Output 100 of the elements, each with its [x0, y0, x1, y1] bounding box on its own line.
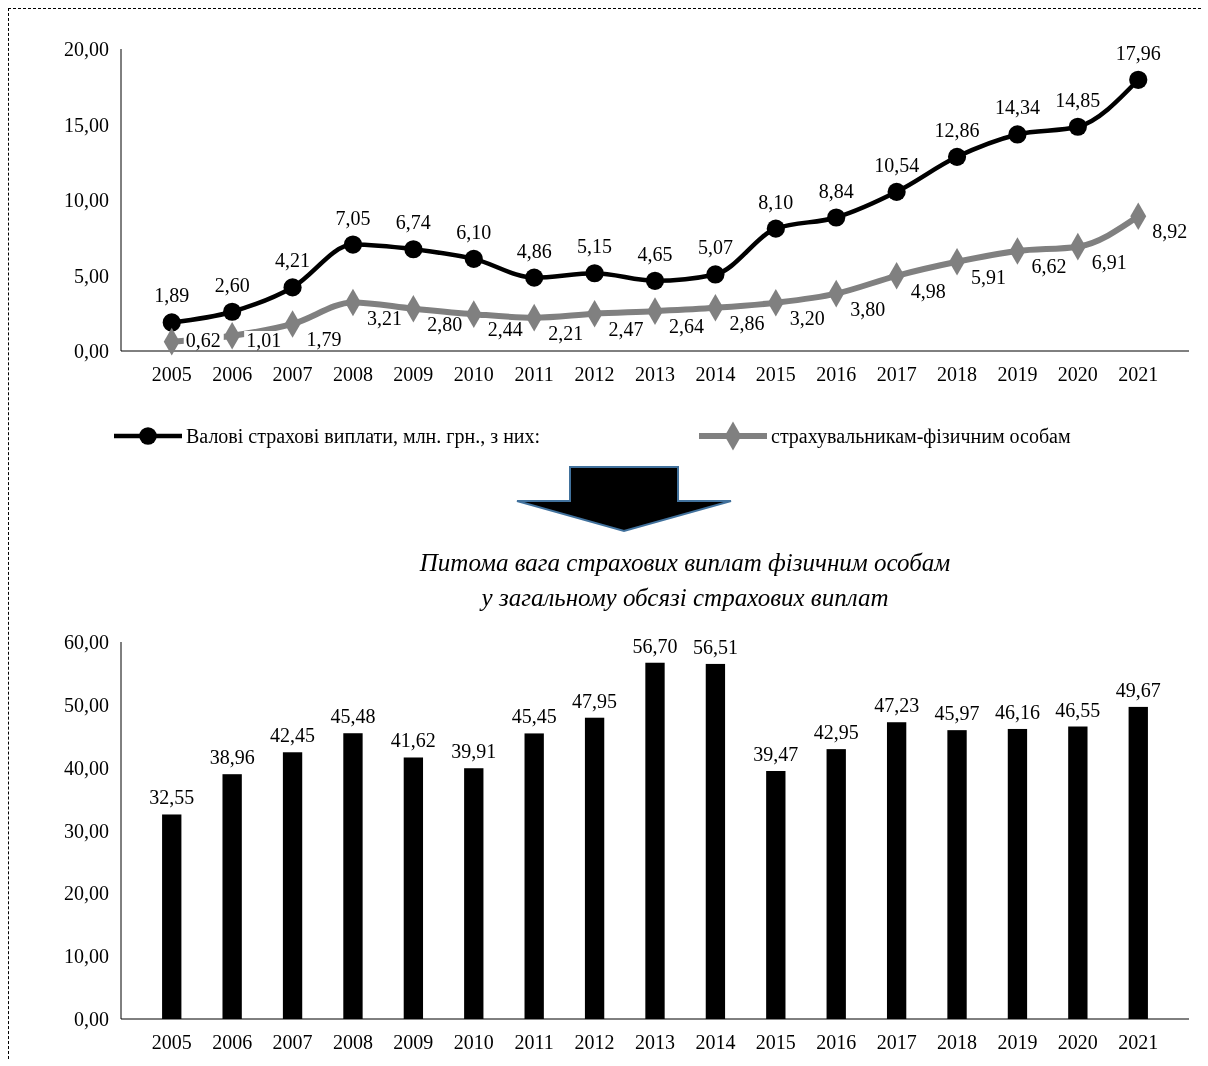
data-label: 41,62: [390, 729, 436, 752]
data-label: 8,10: [758, 190, 794, 213]
y-tick-label: 0,00: [74, 1008, 109, 1030]
data-label: 56,70: [632, 634, 678, 657]
x-tick-label: 2012: [574, 363, 615, 385]
data-label: 47,95: [572, 689, 618, 712]
x-tick-label: 2018: [937, 363, 978, 385]
data-label: 45,45: [511, 705, 557, 728]
x-tick-label: 2006: [212, 363, 253, 385]
point: [525, 268, 544, 287]
data-label: 2,47: [608, 317, 644, 340]
x-tick-label: 2015: [755, 363, 796, 385]
x-tick-label: 2018: [937, 1031, 978, 1053]
x-tick-label: 2016: [816, 363, 857, 385]
data-label: 2,86: [729, 311, 765, 334]
point: [827, 208, 846, 227]
data-label: 17,96: [1115, 41, 1161, 64]
point: [404, 240, 423, 259]
point: [223, 302, 242, 321]
legend-label: страхувальникам-фізичним особам: [771, 425, 1071, 448]
x-tick-label: 2012: [574, 1031, 615, 1053]
x-tick-label: 2005: [151, 1031, 192, 1053]
data-label: 2,80: [427, 312, 463, 335]
data-label: 7,05: [335, 206, 371, 229]
data-label: 0,62: [185, 329, 221, 351]
y-tick-label: 5,00: [74, 264, 109, 287]
y-tick-label: 30,00: [64, 819, 109, 842]
y-tick-label: 50,00: [64, 693, 109, 716]
data-label: 4,98: [910, 279, 946, 302]
x-tick-label: 2020: [1057, 1031, 1098, 1053]
data-label: 1,89: [154, 284, 190, 307]
data-label: 46,55: [1055, 698, 1101, 721]
data-label: 49,67: [1115, 678, 1161, 701]
point: [162, 313, 181, 332]
data-label: 6,91: [1091, 250, 1127, 273]
data-label: 39,91: [451, 740, 497, 763]
data-label: 5,91: [971, 265, 1007, 288]
x-tick-label: 2005: [151, 363, 192, 385]
data-label: 39,47: [753, 743, 799, 765]
point: [283, 278, 302, 297]
data-label: 3,20: [789, 306, 825, 329]
data-label: 56,51: [692, 635, 738, 658]
x-tick-label: 2009: [393, 363, 434, 385]
point: [706, 265, 725, 284]
data-label: 2,60: [214, 273, 250, 296]
x-tick-label: 2014: [695, 1031, 736, 1053]
data-label: 8,84: [818, 179, 854, 202]
data-label: 4,65: [637, 242, 673, 265]
x-tick-label: 2017: [876, 363, 917, 385]
y-tick-label: 0,00: [74, 340, 109, 362]
x-tick-label: 2013: [635, 1031, 675, 1053]
data-label: 10,54: [874, 153, 920, 176]
x-tick-label: 2007: [272, 363, 313, 385]
data-label: 45,48: [330, 705, 376, 728]
point: [464, 249, 483, 268]
data-label: 6,74: [395, 211, 431, 234]
data-label: 42,95: [813, 721, 859, 744]
data-label: 4,21: [275, 249, 311, 272]
x-tick-label: 2017: [876, 1031, 917, 1053]
x-tick-label: 2013: [635, 363, 675, 385]
data-label: 14,85: [1055, 88, 1101, 111]
point: [585, 264, 604, 283]
x-tick-label: 2021: [1118, 363, 1159, 385]
data-label: 45,97: [934, 702, 980, 725]
y-tick-label: 20,00: [64, 38, 109, 60]
x-tick-label: 2021: [1118, 1031, 1159, 1053]
x-tick-label: 2016: [816, 1031, 857, 1053]
data-label: 6,62: [1031, 255, 1067, 278]
data-label: 1,79: [306, 327, 342, 350]
data-label: 6,10: [456, 220, 492, 243]
x-tick-label: 2015: [755, 1031, 796, 1053]
x-tick-label: 2019: [997, 1031, 1038, 1053]
point: [645, 271, 665, 290]
x-tick-label: 2014: [695, 363, 736, 385]
x-tick-label: 2011: [514, 1031, 554, 1053]
point: [1008, 125, 1027, 144]
data-label: 3,80: [850, 297, 886, 320]
data-label: 4,86: [516, 239, 552, 262]
x-tick-label: 2019: [997, 363, 1038, 385]
point: [343, 235, 363, 254]
x-tick-label: 2010: [453, 363, 494, 385]
y-tick-label: 40,00: [64, 756, 109, 779]
point: [1129, 70, 1148, 89]
data-label: 1,01: [246, 329, 282, 351]
y-tick-label: 60,00: [64, 631, 109, 653]
x-tick-label: 2010: [453, 1031, 494, 1053]
point: [766, 219, 785, 238]
data-label: 38,96: [209, 746, 255, 769]
legend-label: Валові страхові виплати, млн. грн., з них:: [186, 425, 541, 448]
data-label: 2,64: [669, 315, 704, 338]
data-label: 2,44: [487, 318, 523, 341]
x-tick-label: 2008: [332, 363, 373, 385]
y-tick-label: 10,00: [64, 189, 109, 211]
data-label: 2,21: [548, 321, 584, 344]
y-tick-label: 15,00: [64, 113, 109, 136]
point: [887, 182, 906, 201]
chart-title: Питома вага страхових виплат фізичним особам у загальному обсязі страхових виплат: [418, 549, 951, 611]
x-tick-label: 2009: [393, 1031, 434, 1053]
point: [947, 147, 967, 166]
x-tick-label: 2007: [272, 1031, 313, 1053]
